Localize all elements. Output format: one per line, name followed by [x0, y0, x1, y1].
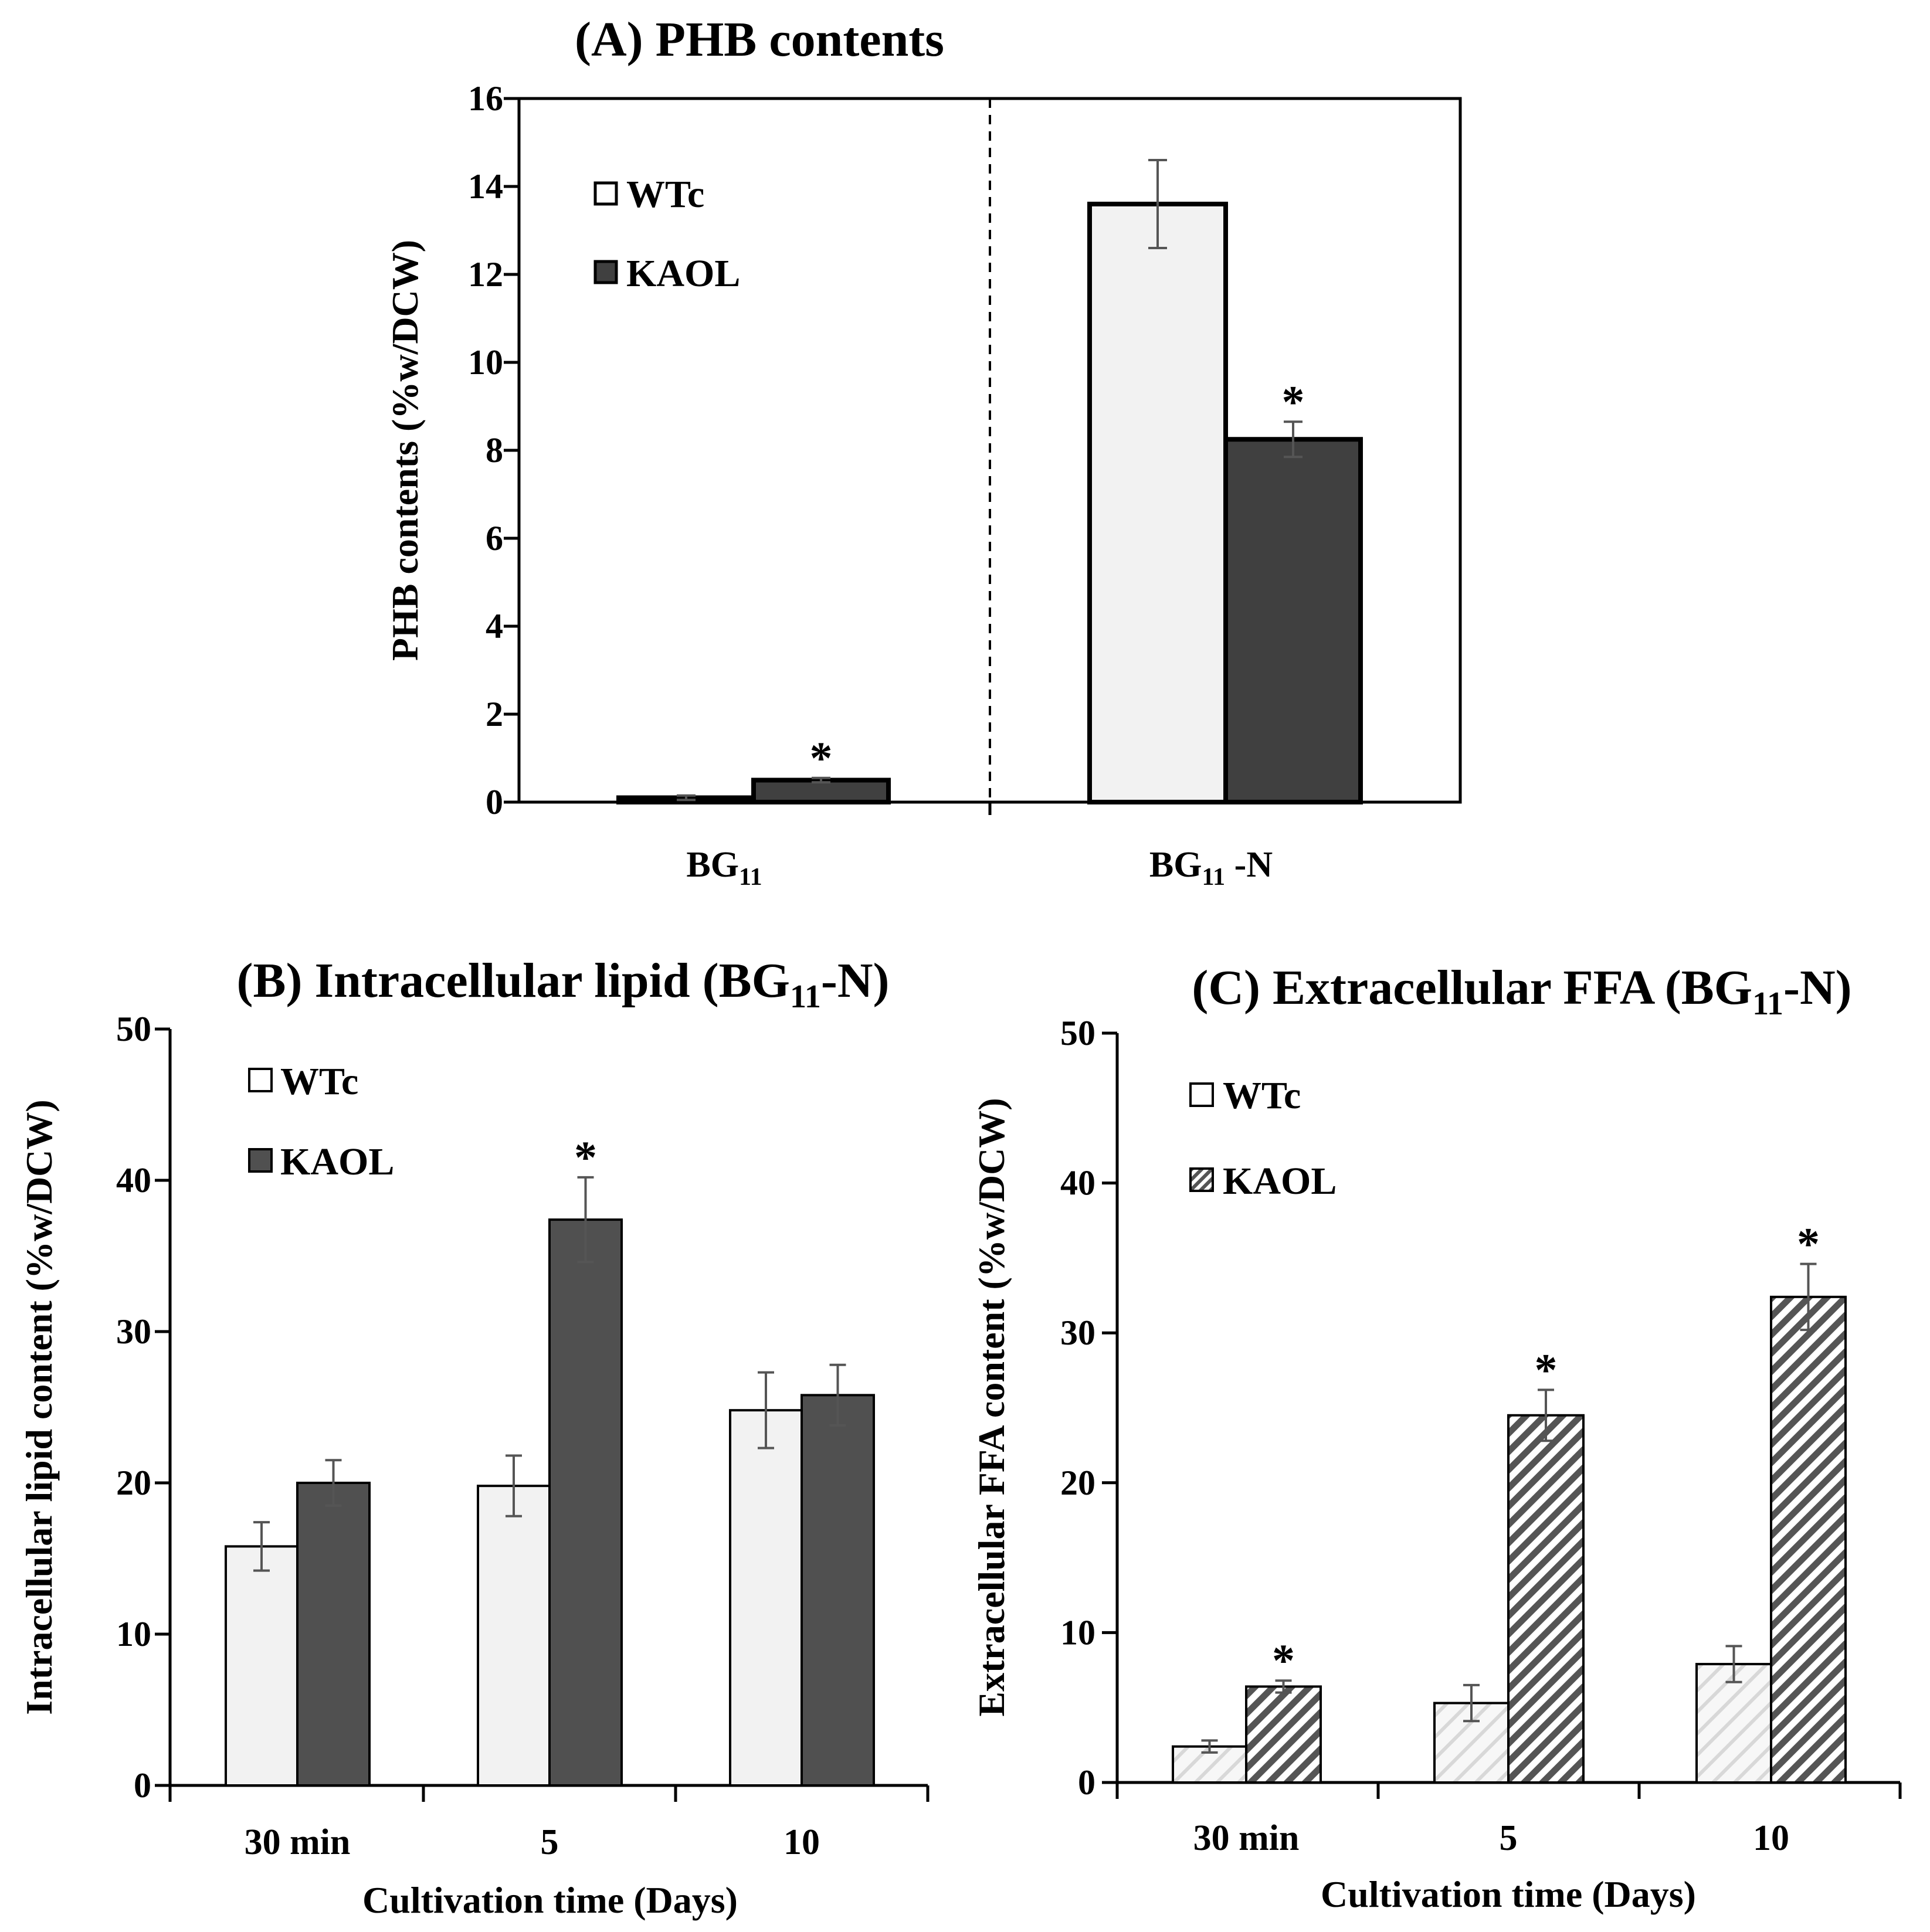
panel-b-title-suffix: -N) [821, 953, 890, 1008]
legend-swatch-wtc [1189, 1082, 1214, 1107]
y-tick-label: 0 [134, 1766, 151, 1805]
y-tick-label: 10 [116, 1615, 151, 1653]
legend-label-kaol: KAOL [626, 252, 740, 295]
bar-kaol [1245, 1685, 1322, 1784]
significance-star: * [1797, 1218, 1820, 1269]
panel-c-legend: WTc KAOL [1189, 1074, 1337, 1203]
x-category-label: 5 [1500, 1818, 1518, 1858]
x-category-label: 10 [1753, 1818, 1789, 1858]
legend-swatch-kaol [593, 260, 618, 284]
legend-swatch-kaol [248, 1148, 273, 1173]
bar-wtc [225, 1545, 299, 1787]
bar-wtc [729, 1409, 803, 1787]
y-tick-label: 30 [116, 1312, 151, 1351]
panel-b-x-axis: 30 min 5 10 [168, 1785, 930, 1862]
panel-a-y-axis: 0 2 4 6 8 10 12 14 16 [468, 79, 519, 821]
legend-label-wtc: WTc [280, 1060, 358, 1103]
x-category-label: 30 min [245, 1822, 351, 1862]
bar-kaol [296, 1482, 371, 1787]
panel-c-x-axis-title: Cultivation time (Days) [1321, 1873, 1696, 1915]
panel-b-title-text: Intracellular lipid (BG [314, 953, 790, 1008]
y-tick-label: 0 [486, 783, 503, 821]
bar-wtc [1087, 202, 1228, 804]
panel-b-title: (B) Intracellular lipid (BG11-N) [236, 953, 889, 1015]
x-category-label: 5 [541, 1822, 559, 1862]
bar-kaol [1770, 1295, 1847, 1784]
panel-b-x-axis-title: Cultivation time (Days) [362, 1879, 738, 1921]
panel-a-bars: ** [616, 159, 1363, 804]
panel-c-y-axis-title: Extracellular FFA content (%w/DCW) [971, 1098, 1012, 1716]
panel-a-legend: WTc KAOL [593, 173, 740, 295]
significance-star: * [1282, 376, 1305, 427]
panel-a-category-label: BG11 [686, 845, 762, 891]
panel-a-category-label: BG11 -N [1149, 845, 1273, 891]
panel-c-title-subscript: 11 [1752, 986, 1783, 1022]
y-tick-label: 50 [116, 1010, 151, 1048]
y-tick-label: 20 [116, 1464, 151, 1502]
panel-b-bars: * [225, 1132, 875, 1787]
bar-kaol [801, 1394, 875, 1787]
panel-c-bars: * * * [1172, 1218, 1847, 1784]
significance-star: * [1272, 1635, 1295, 1686]
y-tick-label: 14 [468, 167, 503, 206]
legend-swatch-kaol [1189, 1167, 1214, 1192]
panel-c-y-axis: 0 10 20 30 40 50 [1060, 1014, 1117, 1802]
legend-swatch-wtc [593, 181, 618, 206]
x-category-label: 10 [783, 1822, 820, 1862]
y-tick-label: 4 [486, 607, 503, 646]
y-tick-label: 50 [1060, 1014, 1095, 1052]
panel-a: (A) PHB contents 0 2 4 6 8 10 12 14 16 PHB conte… [384, 12, 1462, 891]
y-tick-label: 8 [486, 431, 503, 470]
y-tick-label: 10 [1060, 1613, 1095, 1652]
panel-b-y-axis-title: Intracellular lipid content (%w/DCW) [18, 1099, 60, 1714]
category-main: BG [686, 845, 739, 885]
panel-b: (B) Intracellular lipid (BG11-N) 0 10 20 30… [18, 953, 930, 1921]
panel-c-title-text: Extracellular FFA (BG [1273, 960, 1752, 1015]
category-suffix: -N [1225, 845, 1273, 885]
bar-kaol [1507, 1414, 1585, 1784]
panel-b-title-prefix: (B) [236, 953, 302, 1008]
y-tick-label: 20 [1060, 1464, 1095, 1502]
y-tick-label: 10 [468, 343, 503, 382]
bar-kaol [1223, 437, 1363, 804]
panel-c-title-suffix: -N) [1783, 960, 1852, 1015]
panel-a-title: (A) PHB contents [575, 12, 944, 67]
panel-a-title-prefix: (A) [575, 12, 643, 67]
panel-c-title: (C) Extracellular FFA (BG11-N) [1192, 960, 1851, 1022]
x-category-label: 30 min [1193, 1818, 1300, 1858]
legend-label-wtc: WTc [1223, 1074, 1301, 1117]
y-tick-label: 2 [486, 695, 503, 734]
significance-star: * [810, 732, 833, 783]
legend-label-kaol: KAOL [280, 1140, 394, 1183]
panel-c-x-axis: 30 min 5 10 [1115, 1782, 1902, 1858]
panel-c-title-prefix: (C) [1192, 960, 1260, 1015]
panel-a-y-axis-title: PHB contents (%w/DCW) [384, 240, 426, 661]
significance-star: * [1535, 1344, 1558, 1395]
y-tick-label: 30 [1060, 1313, 1095, 1352]
y-tick-label: 0 [1078, 1763, 1095, 1802]
y-tick-label: 6 [486, 519, 503, 558]
y-tick-label: 16 [468, 79, 503, 118]
y-tick-label: 12 [468, 255, 503, 294]
y-tick-label: 40 [116, 1161, 151, 1200]
y-tick-label: 40 [1060, 1164, 1095, 1203]
panel-a-title-text: PHB contents [656, 12, 944, 67]
bar-wtc [477, 1485, 551, 1787]
bar-wtc [1695, 1663, 1772, 1784]
significance-star: * [574, 1132, 597, 1183]
panel-b-legend: WTc KAOL [248, 1060, 394, 1183]
panel-b-title-subscript: 11 [790, 979, 821, 1015]
category-subscript: 11 [739, 864, 762, 891]
panel-b-y-axis: 0 10 20 30 40 50 [116, 1010, 170, 1805]
bar-kaol [751, 777, 891, 804]
category-subscript: 11 [1202, 864, 1225, 891]
legend-label-wtc: WTc [626, 173, 704, 216]
bar-kaol [548, 1218, 623, 1787]
panel-c: (C) Extracellular FFA (BG11-N) 0 10 20 30 40… [971, 960, 1902, 1915]
legend-swatch-wtc [248, 1068, 273, 1092]
legend-label-kaol: KAOL [1223, 1160, 1337, 1203]
category-main: BG [1149, 845, 1202, 885]
